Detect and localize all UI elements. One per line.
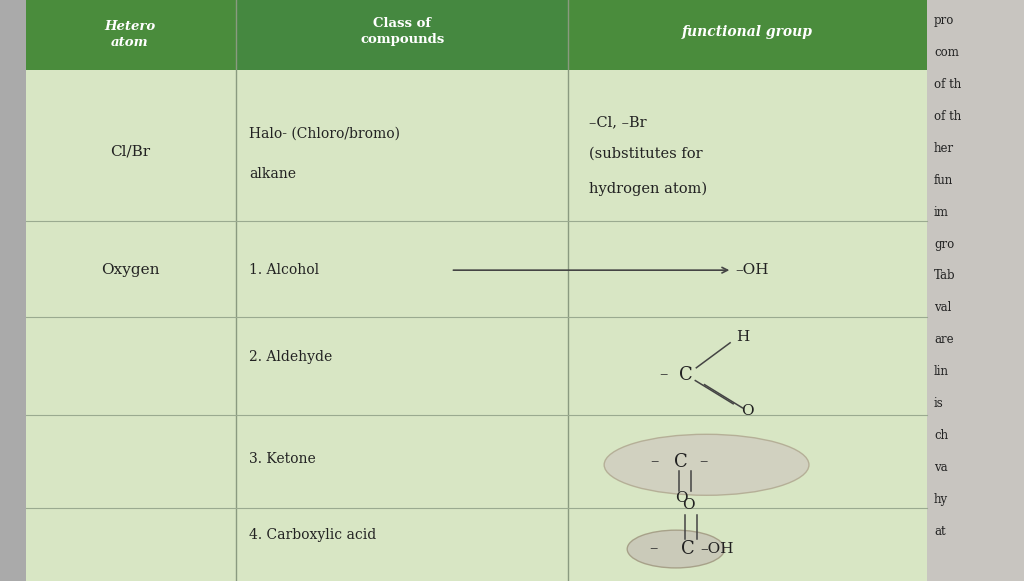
Text: functional group: functional group xyxy=(682,25,813,39)
Text: –: – xyxy=(659,366,668,383)
Text: is: is xyxy=(934,397,944,410)
Text: com: com xyxy=(934,46,958,59)
Ellipse shape xyxy=(627,530,725,568)
Text: alkane: alkane xyxy=(249,167,296,181)
Text: –: – xyxy=(699,453,708,471)
Text: 4. Carboxylic acid: 4. Carboxylic acid xyxy=(249,528,376,541)
Text: –OH: –OH xyxy=(735,263,769,277)
Text: pro: pro xyxy=(934,14,954,27)
Text: H: H xyxy=(736,330,749,344)
Text: hydrogen atom): hydrogen atom) xyxy=(589,182,707,196)
Text: O: O xyxy=(675,492,687,505)
Text: –OH: –OH xyxy=(700,542,734,556)
Text: Oxygen: Oxygen xyxy=(100,263,160,277)
Text: of th: of th xyxy=(934,110,962,123)
Text: hy: hy xyxy=(934,493,948,506)
Text: O: O xyxy=(682,498,694,512)
Bar xyxy=(0,0,26,581)
Text: –: – xyxy=(650,453,658,471)
Text: Hetero
atom: Hetero atom xyxy=(104,20,156,49)
Ellipse shape xyxy=(604,435,809,495)
Bar xyxy=(236,0,568,70)
Bar xyxy=(26,0,236,70)
Text: im: im xyxy=(934,206,949,218)
Text: at: at xyxy=(934,525,945,538)
Text: Cl/Br: Cl/Br xyxy=(110,144,151,158)
Bar xyxy=(927,0,1024,581)
Bar xyxy=(26,0,927,70)
Text: Tab: Tab xyxy=(934,270,955,282)
Text: –Cl, –Br: –Cl, –Br xyxy=(589,115,646,129)
Text: ch: ch xyxy=(934,429,948,442)
Text: 3. Ketone: 3. Ketone xyxy=(249,452,315,466)
Text: 1. Alcohol: 1. Alcohol xyxy=(249,263,318,277)
Text: gro: gro xyxy=(934,238,954,250)
Text: fun: fun xyxy=(934,174,953,187)
Text: of th: of th xyxy=(934,78,962,91)
Bar xyxy=(568,0,927,70)
Text: Halo- (Chloro/bromo): Halo- (Chloro/bromo) xyxy=(249,127,399,141)
Text: va: va xyxy=(934,461,947,474)
Text: lin: lin xyxy=(934,365,949,378)
Text: are: are xyxy=(934,333,953,346)
Text: her: her xyxy=(934,142,954,155)
Text: C: C xyxy=(681,540,695,558)
Text: 2. Aldehyde: 2. Aldehyde xyxy=(249,350,332,364)
Bar xyxy=(26,0,927,581)
Text: val: val xyxy=(934,302,951,314)
Text: O: O xyxy=(741,404,754,418)
Text: Class of
compounds: Class of compounds xyxy=(360,17,444,46)
Text: –: – xyxy=(649,540,657,558)
Text: C: C xyxy=(679,366,693,383)
Text: (substitutes for: (substitutes for xyxy=(589,147,702,161)
Text: C: C xyxy=(674,453,688,471)
